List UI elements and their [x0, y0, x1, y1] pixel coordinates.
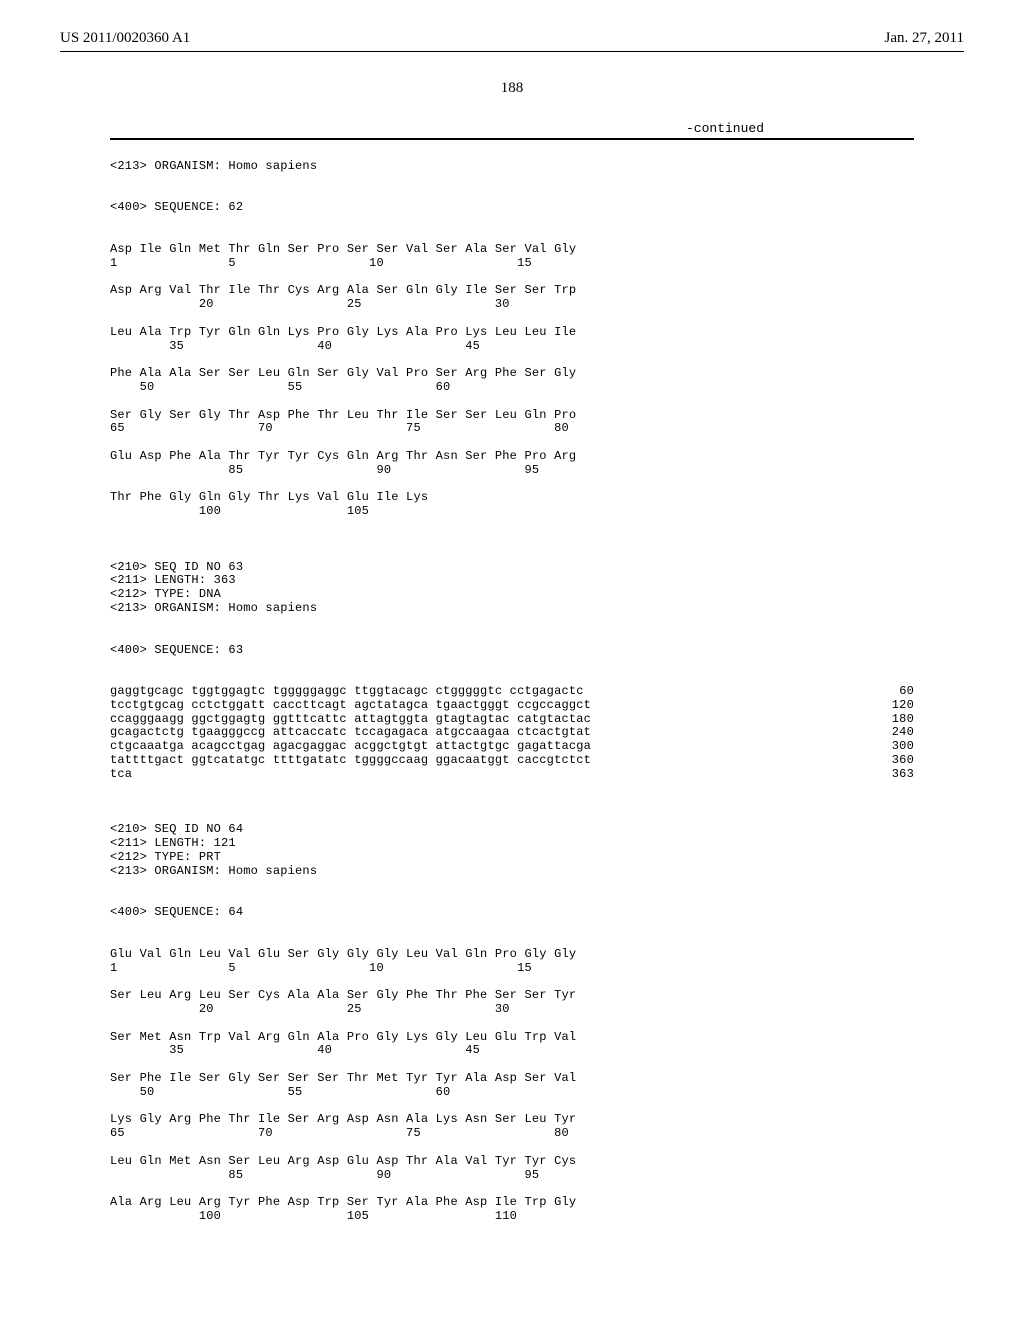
dna-sequence: tca — [110, 768, 132, 782]
seq62-tag: <400> SEQUENCE: 62 — [110, 201, 914, 215]
dna-sequence: tattttgact ggtcatatgc ttttgatatc tggggcc… — [110, 754, 591, 768]
dna-row: tca 363 — [110, 768, 914, 782]
dna-row: gcagactctg tgaagggccg attcaccatc tccagag… — [110, 726, 914, 740]
seq62-organism: <213> ORGANISM: Homo sapiens — [110, 160, 914, 174]
dna-row: ccagggaagg ggctggagtg ggtttcattc attagtg… — [110, 713, 914, 727]
dna-position: 360 — [854, 754, 914, 768]
page-header: US 2011/0020360 A1 Jan. 27, 2011 — [0, 0, 1024, 51]
dna-position: 363 — [854, 768, 914, 782]
seq64-meta: <210> SEQ ID NO 64 <211> LENGTH: 121 <21… — [110, 823, 914, 878]
seq62-protein: Asp Ile Gln Met Thr Gln Ser Pro Ser Ser … — [110, 243, 914, 519]
seq63-meta: <210> SEQ ID NO 63 <211> LENGTH: 363 <21… — [110, 561, 914, 616]
dna-position: 240 — [854, 726, 914, 740]
dna-sequence: ccagggaagg ggctggagtg ggtttcattc attagtg… — [110, 713, 591, 727]
header-rule — [60, 51, 964, 52]
dna-position: 60 — [854, 685, 914, 699]
dna-sequence: gcagactctg tgaagggccg attcaccatc tccagag… — [110, 726, 591, 740]
dna-position: 180 — [854, 713, 914, 727]
sequence-listing: <213> ORGANISM: Homo sapiens <400> SEQUE… — [0, 140, 1024, 1252]
dna-row: tattttgact ggtcatatgc ttttgatatc tggggcc… — [110, 754, 914, 768]
dna-position: 120 — [854, 699, 914, 713]
publication-date: Jan. 27, 2011 — [885, 30, 964, 47]
publication-number: US 2011/0020360 A1 — [60, 30, 190, 47]
dna-position: 300 — [854, 740, 914, 754]
continued-label: -continued — [0, 121, 1024, 136]
seq63-dna: gaggtgcagc tggtggagtc tgggggaggc ttggtac… — [110, 685, 914, 782]
seq63-tag: <400> SEQUENCE: 63 — [110, 644, 914, 658]
seq64-protein: Glu Val Gln Leu Val Glu Ser Gly Gly Gly … — [110, 948, 914, 1224]
dna-sequence: tcctgtgcag cctctggatt caccttcagt agctata… — [110, 699, 591, 713]
dna-sequence: ctgcaaatga acagcctgag agacgaggac acggctg… — [110, 740, 591, 754]
dna-row: tcctgtgcag cctctggatt caccttcagt agctata… — [110, 699, 914, 713]
seq64-tag: <400> SEQUENCE: 64 — [110, 906, 914, 920]
page-number: 188 — [0, 80, 1024, 97]
dna-sequence: gaggtgcagc tggtggagtc tgggggaggc ttggtac… — [110, 685, 584, 699]
dna-row: gaggtgcagc tggtggagtc tgggggaggc ttggtac… — [110, 685, 914, 699]
dna-row: ctgcaaatga acagcctgag agacgaggac acggctg… — [110, 740, 914, 754]
